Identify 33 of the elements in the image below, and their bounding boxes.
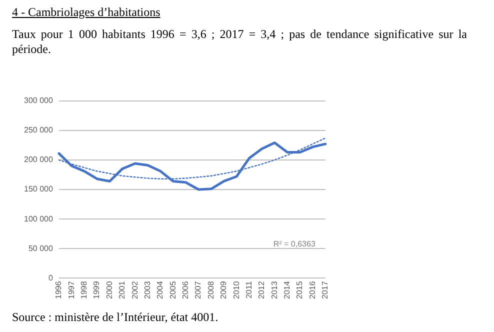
x-tick-label: 2016 (308, 280, 317, 299)
y-tick-label: 0 (48, 273, 54, 282)
x-tick-label: 1998 (80, 280, 88, 299)
x-tick-label: 2014 (282, 280, 292, 299)
source-note: Source : ministère de l’Intérieur, état 4001. (12, 310, 218, 325)
x-tick-label: 2007 (194, 280, 203, 299)
x-tick-label: 2015 (295, 280, 304, 299)
y-tick-label: 250 000 (24, 126, 54, 135)
y-tick-label: 100 000 (24, 214, 54, 224)
x-tick-label: 2010 (232, 280, 241, 299)
x-tick-label: 2013 (270, 280, 279, 299)
x-tick-label: 1999 (92, 280, 102, 299)
y-tick-label: 300 000 (24, 96, 54, 106)
x-tick-label: 2009 (219, 280, 228, 299)
x-tick-label: 2008 (206, 280, 216, 299)
x-tick-label: 2017 (320, 280, 330, 299)
x-tick-label: 2002 (130, 280, 140, 299)
y-tick-label: 50 000 (28, 244, 54, 253)
x-tick-label: 2005 (168, 280, 178, 299)
x-tick-label: 1996 (54, 280, 64, 299)
x-tick-label: 2000 (104, 280, 114, 299)
x-tick-label: 2011 (244, 280, 254, 298)
y-tick-label: 200 000 (24, 155, 54, 164)
chart-title: 4 - Cambriolages d’habitations (12, 5, 160, 20)
x-tick-label: 2006 (181, 280, 190, 299)
y-tick-label: 150 000 (24, 184, 54, 194)
x-tick-label: 2004 (156, 280, 165, 299)
chart-subtitle: Taux pour 1 000 habitants 1996 = 3,6 ; 2017 = 3,4 ; pas de tendance significative sur la période. (12, 27, 467, 57)
x-tick-label: 2001 (118, 280, 127, 299)
x-tick-label: 2003 (142, 280, 152, 299)
x-tick-label: 2012 (257, 280, 266, 299)
annotation: R² = 0,6363 (273, 240, 316, 249)
x-tick-label: 1997 (66, 280, 76, 299)
